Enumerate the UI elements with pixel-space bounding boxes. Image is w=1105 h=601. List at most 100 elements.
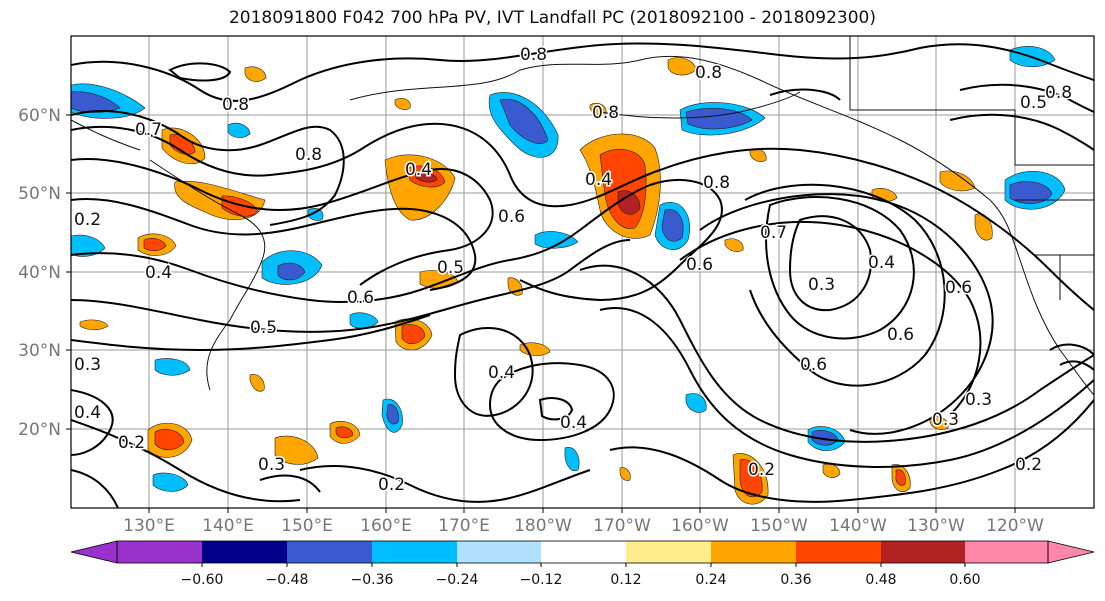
lat-label: 50°N bbox=[18, 184, 61, 204]
contour bbox=[679, 220, 982, 416]
lon-label: 140°W bbox=[829, 516, 887, 536]
colorbar-tick-label: 0.60 bbox=[949, 572, 980, 588]
pv-positive-area bbox=[249, 374, 265, 392]
lon-label: 130°W bbox=[907, 516, 965, 536]
pv-negative-core bbox=[499, 98, 549, 145]
colorbar-ticks bbox=[201, 563, 966, 567]
contour-label: 0.3 bbox=[808, 275, 835, 295]
pv-negative-area bbox=[154, 358, 191, 376]
coastline bbox=[71, 119, 141, 151]
contour bbox=[949, 113, 1094, 151]
contour bbox=[71, 122, 1094, 311]
contour bbox=[699, 193, 994, 435]
colorbar-segment bbox=[881, 541, 965, 563]
contour-label: 0.2 bbox=[74, 210, 101, 230]
contour-label: 0.7 bbox=[760, 223, 787, 243]
pv-positive-core bbox=[617, 190, 641, 215]
contour-label: 0.4 bbox=[560, 413, 587, 433]
pv-negative-area bbox=[564, 447, 580, 472]
pv-positive-area bbox=[724, 238, 744, 252]
contour-label: 0.6 bbox=[945, 278, 972, 298]
contour-label: 0.8 bbox=[695, 63, 722, 83]
pv-negative-area bbox=[685, 393, 707, 413]
colorbar-tick-label: −0.48 bbox=[266, 572, 309, 588]
colorbar-tick-label: −0.24 bbox=[436, 572, 479, 588]
contour-label: 0.3 bbox=[965, 390, 992, 410]
pv-positive-area bbox=[244, 66, 267, 82]
colorbar-segment bbox=[117, 541, 202, 563]
contour-label: 0.5 bbox=[1020, 93, 1047, 113]
contour bbox=[71, 110, 345, 226]
pv-positive-core bbox=[895, 469, 906, 486]
contour-label: 0.6 bbox=[686, 255, 713, 275]
coastline bbox=[1035, 254, 1094, 300]
lon-label: 160°W bbox=[671, 516, 729, 536]
colorbar-segment bbox=[626, 541, 711, 563]
colorbar-segment bbox=[796, 541, 881, 563]
lat-label: 40°N bbox=[18, 263, 61, 283]
contour bbox=[488, 362, 615, 442]
colorbar-tick-label: 0.36 bbox=[780, 572, 811, 588]
pv-positive-area bbox=[929, 416, 949, 430]
axis-ticks bbox=[66, 114, 1016, 513]
pv-negative-area bbox=[534, 231, 579, 249]
pv-negative-core bbox=[71, 91, 121, 113]
contour-label: 0.3 bbox=[258, 455, 285, 475]
pv-negative-area bbox=[227, 122, 251, 138]
pv-shading bbox=[71, 46, 1066, 505]
contour-label: 0.5 bbox=[250, 318, 277, 338]
contour-label: 0.8 bbox=[1045, 83, 1072, 103]
colorbar-tick-label: 0.48 bbox=[865, 572, 896, 588]
contour-label: 0.6 bbox=[498, 207, 525, 227]
contour bbox=[71, 389, 114, 456]
contour bbox=[168, 62, 232, 82]
pv-positive-area bbox=[667, 57, 697, 76]
contour bbox=[71, 198, 477, 291]
contour-label: 0.3 bbox=[932, 410, 959, 430]
lon-label: 170°W bbox=[593, 516, 651, 536]
contour-label: 0.4 bbox=[488, 363, 515, 383]
coastlines bbox=[71, 36, 1094, 396]
colorbar-tick-label: −0.60 bbox=[181, 572, 224, 588]
contour-label: 0.6 bbox=[800, 355, 827, 375]
colorbar-outline bbox=[116, 540, 1049, 564]
pv-positive-area bbox=[619, 467, 631, 481]
coastline bbox=[349, 55, 1094, 396]
ivt-contours bbox=[71, 42, 1094, 508]
contour-label: 0.6 bbox=[347, 288, 374, 308]
contour-label: 0.2 bbox=[378, 475, 405, 495]
contour bbox=[538, 397, 574, 421]
colorbar-tick-label: 0.24 bbox=[695, 572, 726, 588]
contour bbox=[609, 399, 1094, 503]
colorbar-segment bbox=[711, 541, 796, 563]
lon-labels: 130°E 140°E 150°E 160°E 170°E 180°W 170°… bbox=[123, 516, 1044, 536]
contour bbox=[959, 83, 1094, 113]
contour bbox=[769, 88, 841, 101]
lon-label: 180°W bbox=[514, 516, 572, 536]
contour-label: 0.5 bbox=[437, 258, 464, 278]
lon-label: 120°W bbox=[986, 516, 1044, 536]
lon-label: 140°E bbox=[202, 516, 254, 536]
contour bbox=[744, 183, 946, 387]
contour-label: 0.8 bbox=[222, 95, 249, 115]
contour bbox=[71, 239, 631, 333]
coastline bbox=[599, 91, 801, 119]
colorbar-segment bbox=[202, 541, 287, 563]
contour-label: 0.6 bbox=[887, 325, 914, 345]
pv-negative-core bbox=[685, 107, 753, 130]
colorbar-extend-right bbox=[1047, 540, 1095, 564]
pv-positive-area bbox=[274, 435, 319, 465]
contour-label: 0.8 bbox=[703, 173, 730, 193]
contour bbox=[71, 469, 119, 508]
lat-labels: 60°N 50°N 40°N 30°N 20°N bbox=[18, 106, 61, 440]
contour-label: 0.4 bbox=[74, 403, 101, 423]
lat-label: 30°N bbox=[18, 341, 61, 361]
pv-positive-area bbox=[79, 319, 109, 331]
lat-label: 20°N bbox=[18, 420, 61, 440]
pv-negative-area bbox=[152, 472, 189, 492]
pv-positive-core bbox=[401, 324, 426, 345]
lat-label: 60°N bbox=[18, 106, 61, 126]
contour-label: 0.4 bbox=[405, 160, 432, 180]
coastline bbox=[849, 36, 1094, 166]
lon-label: 150°W bbox=[750, 516, 808, 536]
